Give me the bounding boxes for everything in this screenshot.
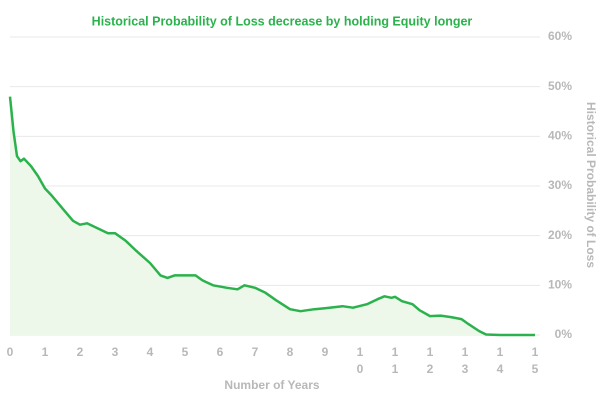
- y-tick-label: 60%: [548, 29, 572, 43]
- x-tick-label: 3: [112, 345, 119, 359]
- y-tick-label: 20%: [548, 228, 572, 242]
- y-tick-label: 10%: [548, 278, 572, 292]
- line: [8, 96, 535, 337]
- y-tick-label: 30%: [548, 178, 572, 192]
- y-axis-title: Historical Probability of Loss: [584, 102, 598, 268]
- x-tick-label: 8: [287, 345, 294, 359]
- y-tick-label: 40%: [548, 129, 572, 143]
- x-tick-label: 7: [252, 345, 259, 359]
- x-tick-label: 6: [217, 345, 224, 359]
- x-tick-label: 1: [42, 345, 49, 359]
- chart-title: Historical Probability of Loss decrease …: [92, 14, 473, 28]
- x-axis-title: Number of Years: [224, 378, 319, 392]
- x-tick-label: 9: [322, 345, 329, 359]
- y-tick-label: 0%: [555, 327, 573, 341]
- x-tick-label: 0: [7, 345, 14, 359]
- area-fill: [10, 96, 535, 335]
- x-tick-label: 5: [182, 345, 189, 359]
- x-tick-label: 4: [147, 345, 154, 359]
- y-tick-label: 50%: [548, 79, 572, 93]
- x-tick-label: 2: [77, 345, 84, 359]
